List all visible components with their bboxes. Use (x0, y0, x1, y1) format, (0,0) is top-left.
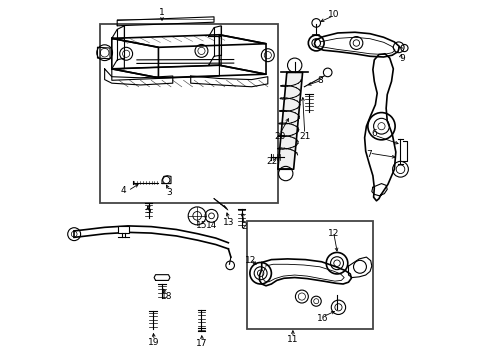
Text: 22: 22 (266, 157, 278, 166)
Text: 12: 12 (327, 229, 339, 238)
Text: 16: 16 (316, 314, 328, 323)
Text: 2: 2 (241, 222, 247, 231)
Text: 20: 20 (273, 132, 285, 141)
Text: 7: 7 (366, 150, 371, 159)
Text: 9: 9 (399, 54, 405, 63)
Text: 5: 5 (144, 206, 150, 215)
Text: 17: 17 (196, 339, 207, 348)
Bar (247, 221, 372, 329)
Text: 18: 18 (160, 292, 172, 301)
Text: 14: 14 (205, 221, 217, 230)
Text: 3: 3 (166, 188, 172, 197)
Text: 21: 21 (299, 132, 310, 141)
Text: 6: 6 (371, 129, 376, 138)
Text: 4: 4 (120, 186, 126, 195)
Bar (118, 226, 129, 233)
Text: 15: 15 (196, 221, 207, 230)
Text: 1: 1 (159, 8, 164, 17)
Text: 8: 8 (317, 76, 323, 85)
Bar (100, 24, 277, 203)
Text: 11: 11 (286, 335, 298, 344)
Polygon shape (277, 72, 302, 169)
Text: 13: 13 (222, 218, 234, 227)
Text: 12: 12 (244, 256, 255, 265)
Text: 19: 19 (148, 338, 160, 347)
Text: 10: 10 (327, 10, 339, 19)
